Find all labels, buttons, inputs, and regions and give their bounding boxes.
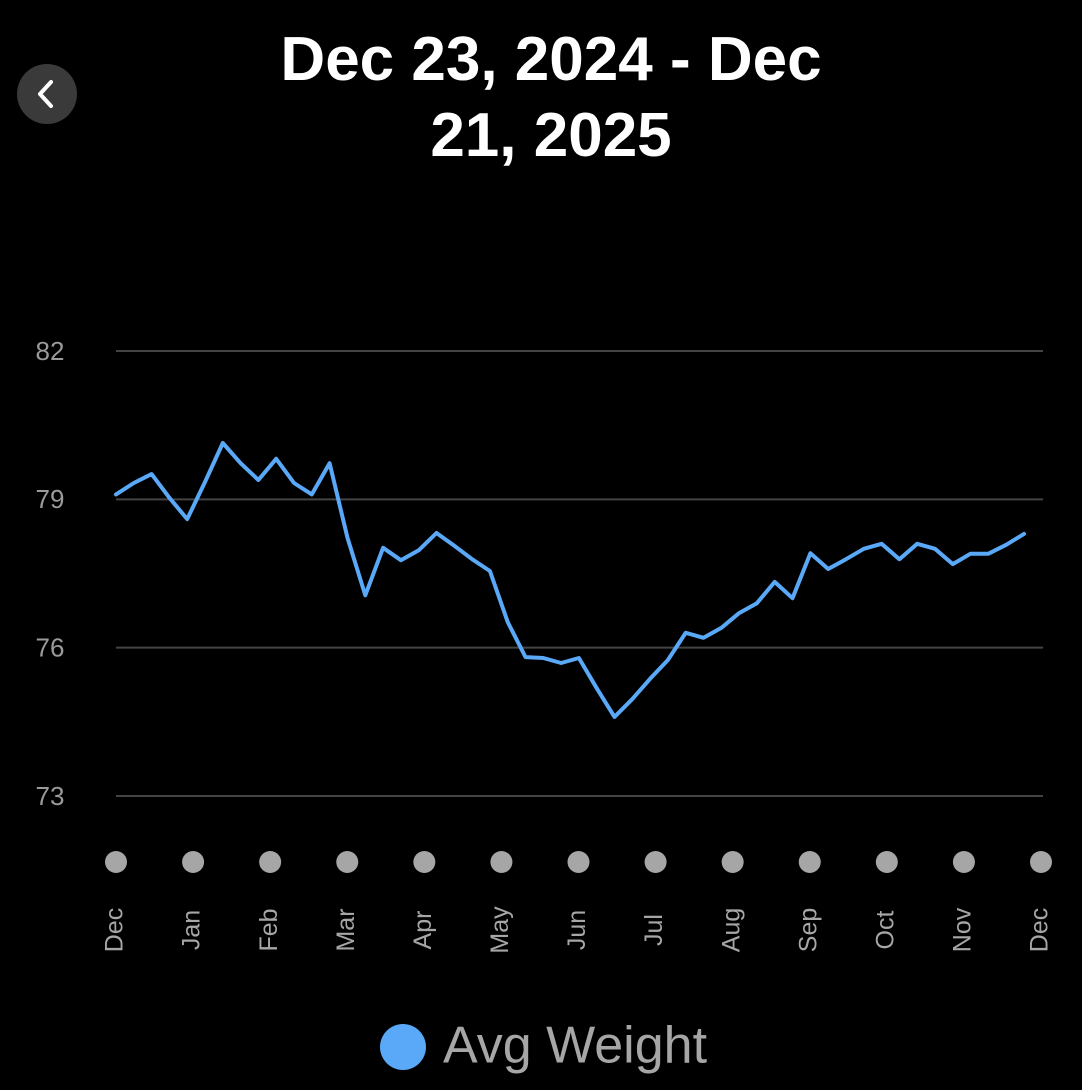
x-dot: [182, 851, 205, 873]
y-tick-label: 73: [36, 781, 65, 811]
legend-label: Avg Weight: [443, 1017, 708, 1075]
legend-swatch: [380, 1024, 426, 1070]
x-tick-label: Aug: [717, 908, 745, 952]
x-dot: [721, 851, 744, 873]
x-tick-label: Jan: [178, 910, 206, 950]
y-tick-label: 79: [36, 484, 65, 514]
x-dot: [875, 851, 898, 873]
x-tick-label: May: [486, 906, 514, 954]
x-tick-label: Dec: [1026, 908, 1054, 952]
chart-title: Dec 23, 2024 - Dec 21, 2025: [280, 25, 822, 170]
x-dot: [644, 851, 667, 873]
x-dot: [105, 851, 127, 873]
back-chevron[interactable]: [38, 80, 53, 108]
x-tick-label: Dec: [101, 908, 129, 952]
x-dot: [567, 851, 590, 873]
y-tick-label: 82: [36, 336, 65, 366]
x-tick-label: Apr: [409, 911, 437, 950]
back-button-circle[interactable]: [17, 64, 77, 124]
x-dot: [490, 851, 513, 873]
x-tick-label: Nov: [949, 907, 977, 952]
x-dot: [798, 851, 821, 873]
x-tick-label: Oct: [871, 911, 899, 950]
y-tick-label: 76: [36, 633, 65, 663]
x-tick-label: Jun: [563, 910, 591, 950]
x-dot: [413, 851, 436, 873]
x-tick-label: Mar: [332, 908, 360, 951]
x-dot: [336, 851, 359, 873]
x-tick-label: Feb: [255, 908, 283, 951]
data-line: [114, 441, 1026, 719]
x-tick-label: Jul: [640, 914, 668, 946]
x-dot: [952, 851, 975, 873]
back-button[interactable]: [17, 64, 77, 124]
x-tick-label: Sep: [794, 908, 822, 952]
x-dot: [1030, 851, 1052, 873]
x-dot: [259, 851, 282, 873]
